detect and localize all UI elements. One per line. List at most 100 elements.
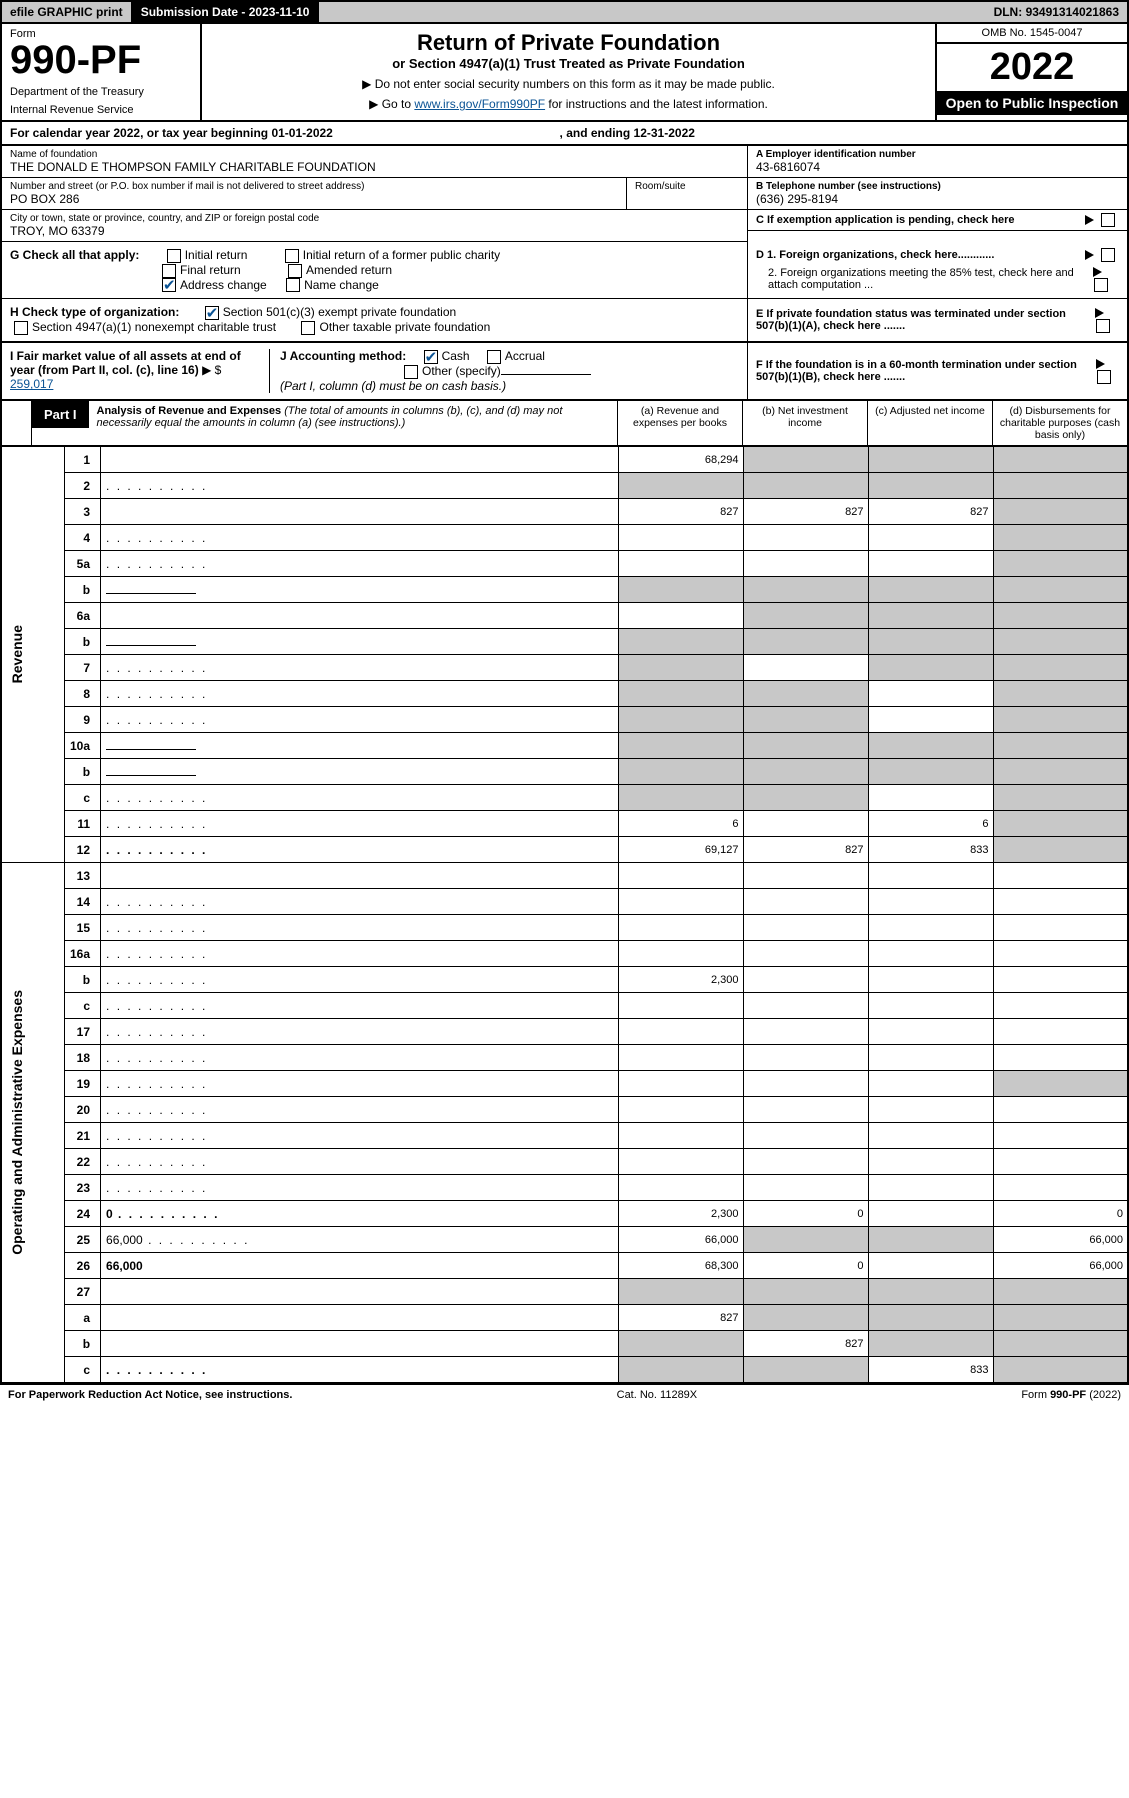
cell-b <box>743 993 868 1019</box>
row-num: 20 <box>65 1097 101 1123</box>
g-chk-amended[interactable] <box>288 264 302 278</box>
row-desc <box>101 1305 618 1331</box>
g-chk-name[interactable] <box>286 278 300 292</box>
col-d-header: (d) Disbursements for charitable purpose… <box>992 401 1127 445</box>
g-chk-initial[interactable] <box>167 249 181 263</box>
cell-b <box>743 629 868 655</box>
cell-a <box>618 473 743 499</box>
cell-c <box>868 551 993 577</box>
row-num: 14 <box>65 889 101 915</box>
row-desc <box>101 1357 618 1383</box>
part1-header: Part I Analysis of Revenue and Expenses … <box>0 401 1129 447</box>
cell-c <box>868 1175 993 1201</box>
row-desc <box>101 499 618 525</box>
row-desc: 0 <box>101 1201 618 1227</box>
cell-a <box>618 1071 743 1097</box>
cell-b <box>743 1045 868 1071</box>
cell-d <box>993 1071 1128 1097</box>
cell-d <box>993 525 1128 551</box>
j-chk-accrual[interactable] <box>487 350 501 364</box>
j-chk-other[interactable] <box>404 365 418 379</box>
d2-label: 2. Foreign organizations meeting the 85%… <box>756 267 1090 291</box>
cell-b <box>743 681 868 707</box>
efile-label: efile GRAPHIC print <box>2 2 133 22</box>
cell-d <box>993 1097 1128 1123</box>
row-desc: 66,000 <box>101 1227 618 1253</box>
part1-side-spacer <box>2 401 32 445</box>
f-checkbox[interactable] <box>1097 370 1111 384</box>
inline-field[interactable] <box>106 645 196 646</box>
row-num: 21 <box>65 1123 101 1149</box>
cell-b <box>743 967 868 993</box>
cell-b <box>743 759 868 785</box>
row-num: 27 <box>65 1279 101 1305</box>
g-opt-1: Initial return of a former public charit… <box>303 248 500 262</box>
c-checkbox[interactable] <box>1101 213 1115 227</box>
cell-d <box>993 447 1128 473</box>
ein: 43-6816074 <box>756 160 1119 174</box>
grid-row: 15 <box>1 915 1128 941</box>
grid-row: 19 <box>1 1071 1128 1097</box>
cell-d <box>993 1019 1128 1045</box>
row-desc <box>101 707 618 733</box>
irs-link[interactable]: www.irs.gov/Form990PF <box>414 97 545 111</box>
g-label: G Check all that apply: <box>10 248 139 262</box>
col-b-header: (b) Net investment income <box>742 401 867 445</box>
cell-d <box>993 837 1128 863</box>
row-num: b <box>65 629 101 655</box>
row-desc <box>101 629 618 655</box>
cell-c <box>868 1305 993 1331</box>
grid-row: c <box>1 993 1128 1019</box>
cell-c <box>868 941 993 967</box>
g-chk-initial-public[interactable] <box>285 249 299 263</box>
cell-d <box>993 499 1128 525</box>
note2-post: for instructions and the latest informat… <box>545 97 768 111</box>
grid-row: b <box>1 577 1128 603</box>
cell-d: 0 <box>993 1201 1128 1227</box>
h-chk-501c3[interactable] <box>205 306 219 320</box>
row-desc <box>101 1071 618 1097</box>
cell-c <box>868 1331 993 1357</box>
name-label: Name of foundation <box>10 149 739 160</box>
d1-checkbox[interactable] <box>1101 248 1115 262</box>
cell-c <box>868 1123 993 1149</box>
h-chk-other[interactable] <box>301 321 315 335</box>
cell-b <box>743 1175 868 1201</box>
e-checkbox[interactable] <box>1096 319 1110 333</box>
h-left: H Check type of organization: Section 50… <box>2 299 747 341</box>
grid-row: 17 <box>1 1019 1128 1045</box>
cell-d <box>993 1331 1128 1357</box>
h-chk-4947[interactable] <box>14 321 28 335</box>
cell-a: 2,300 <box>618 1201 743 1227</box>
cell-c <box>868 1071 993 1097</box>
row-num: 22 <box>65 1149 101 1175</box>
arrow-icon <box>1095 308 1104 318</box>
inline-field[interactable] <box>106 593 196 594</box>
row-num: 18 <box>65 1045 101 1071</box>
g-opt-5: Name change <box>304 278 379 292</box>
j-chk-cash[interactable] <box>424 350 438 364</box>
city: TROY, MO 63379 <box>10 224 739 238</box>
g-chk-address[interactable] <box>162 278 176 292</box>
cal-end: 12-31-2022 <box>634 126 695 140</box>
h-opt-2: Section 4947(a)(1) nonexempt charitable … <box>32 320 276 334</box>
cell-c <box>868 707 993 733</box>
cell-b <box>743 1357 868 1383</box>
row-num: 19 <box>65 1071 101 1097</box>
grid-row: 3827827827 <box>1 499 1128 525</box>
cell-d <box>993 941 1128 967</box>
cell-b: 827 <box>743 1331 868 1357</box>
cell-d <box>993 681 1128 707</box>
d2-checkbox[interactable] <box>1094 278 1108 292</box>
info-block: Name of foundation THE DONALD E THOMPSON… <box>0 146 1129 242</box>
i-value[interactable]: 259,017 <box>10 377 53 391</box>
grid-row: b827 <box>1 1331 1128 1357</box>
j-other-input[interactable] <box>501 374 591 375</box>
grid-row: 8 <box>1 681 1128 707</box>
tel-label: B Telephone number (see instructions) <box>756 181 1119 192</box>
h-opt-3: Other taxable private foundation <box>319 320 490 334</box>
cell-b <box>743 577 868 603</box>
cell-b <box>743 1305 868 1331</box>
inline-field[interactable] <box>106 775 196 776</box>
inline-field[interactable] <box>106 749 196 750</box>
